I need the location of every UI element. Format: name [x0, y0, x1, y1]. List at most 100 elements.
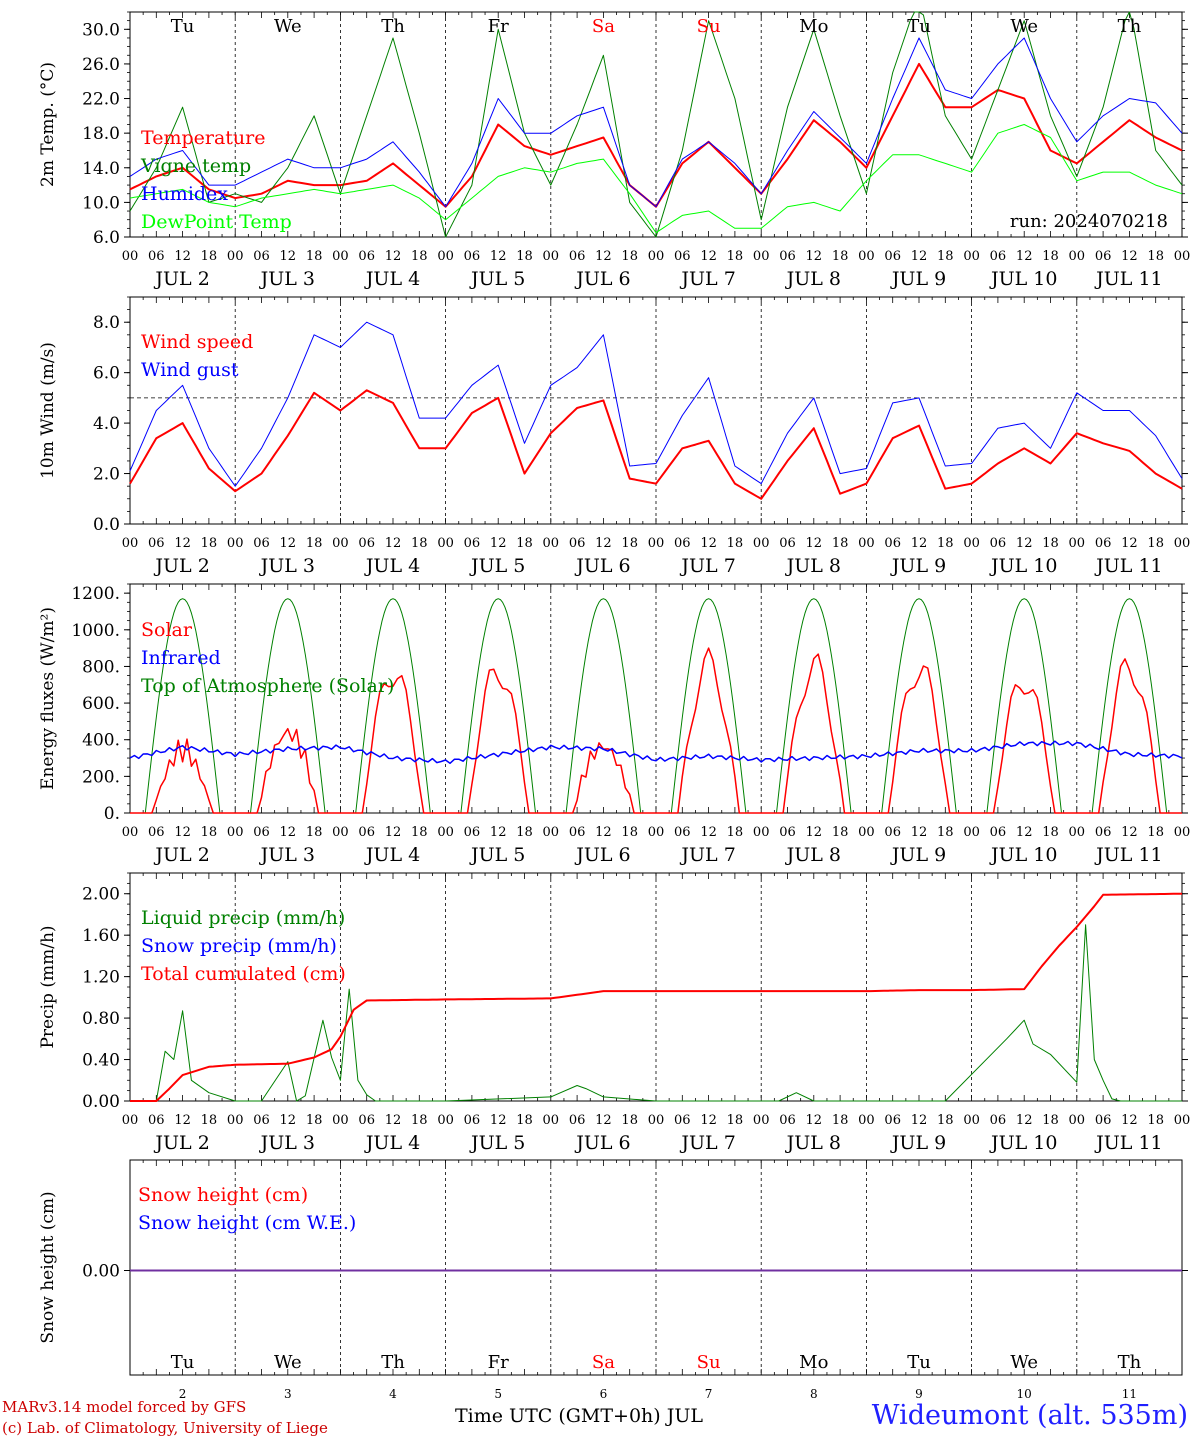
- series-line-wind-speed: [129, 389, 1183, 500]
- hour-tick-label: 18: [1042, 536, 1059, 551]
- hour-tick-label: 18: [201, 825, 218, 840]
- hour-tick-label: 00: [858, 249, 875, 264]
- date-label: JUL 5: [469, 555, 525, 577]
- weekday-label: We: [274, 16, 302, 37]
- hour-tick-label: 18: [937, 1113, 954, 1128]
- hour-tick-label: 18: [832, 536, 849, 551]
- date-label: JUL 7: [679, 844, 735, 866]
- date-label: 9: [915, 1387, 923, 1401]
- legend-entry: Snow height (cm W.E.): [138, 1212, 356, 1234]
- hour-tick-label: 18: [306, 1113, 323, 1128]
- legend-entry: Wind gust: [141, 359, 239, 381]
- hour-tick-label: 00: [437, 825, 454, 840]
- hour-tick-label: 12: [174, 249, 191, 264]
- hour-tick-label: 00: [437, 536, 454, 551]
- date-label: JUL 11: [1094, 268, 1162, 290]
- hour-tick-label: 06: [779, 1113, 796, 1128]
- panel-1: 6.0 10.0 14.0 18.0 22.0 26.0 30.0 2m Temp. (°C)…: [38, 11, 1190, 290]
- hour-tick-label: 12: [1121, 249, 1138, 264]
- date-label: JUL 11: [1094, 844, 1162, 866]
- hour-tick-label: 12: [1121, 1113, 1138, 1128]
- hour-tick-label: 00: [648, 825, 665, 840]
- hour-tick-label: 12: [385, 825, 402, 840]
- hour-tick-label: 00: [332, 536, 349, 551]
- hour-tick-label: 06: [569, 1113, 586, 1128]
- hour-tick-label: 18: [306, 249, 323, 264]
- credit-line-1: MARv3.14 model forced by GFS: [2, 1398, 247, 1416]
- weekday-label: Sa: [592, 16, 615, 37]
- temp-series-group: [129, 11, 1183, 238]
- hour-tick-label: 18: [516, 536, 533, 551]
- date-label: 7: [705, 1387, 713, 1401]
- date-label: JUL 5: [469, 844, 525, 866]
- hour-tick-label: 12: [490, 825, 507, 840]
- hour-tick-label: 12: [700, 536, 717, 551]
- hour-tick-label: 12: [385, 536, 402, 551]
- hour-tick-label: 06: [464, 536, 481, 551]
- legend-entry: Infrared: [141, 647, 221, 669]
- hour-tick-label: 18: [621, 1113, 638, 1128]
- hour-tick-label: 06: [464, 1113, 481, 1128]
- legend-entry: Top of Atmosphere (Solar): [141, 675, 394, 697]
- hour-tick-label: 06: [569, 825, 586, 840]
- date-label: JUL 8: [785, 1132, 841, 1154]
- weekday-label: We: [1010, 1352, 1038, 1373]
- legend-entry: Temperature: [141, 127, 265, 149]
- date-label: 8: [810, 1387, 818, 1401]
- weekday-label: Th: [381, 1352, 405, 1373]
- date-label: JUL 10: [989, 844, 1057, 866]
- hour-tick-label: 00: [1174, 536, 1191, 551]
- series-line-humidex: [129, 37, 1183, 208]
- date-label: 6: [600, 1387, 608, 1401]
- weekday-label: Sa: [592, 1352, 615, 1373]
- hour-tick-label: 06: [779, 249, 796, 264]
- y-tick-label: 4.0: [93, 414, 120, 434]
- legend-entry: Solar: [141, 619, 193, 641]
- hour-tick-label: 00: [1069, 536, 1086, 551]
- hour-tick-label: 12: [595, 536, 612, 551]
- y-tick-label: 800.: [82, 657, 120, 677]
- hour-tick-label: 06: [148, 1113, 165, 1128]
- hour-tick-label: 12: [174, 1113, 191, 1128]
- y-tick-label: 0.0: [93, 515, 120, 535]
- hour-tick-label: 00: [963, 249, 980, 264]
- date-label: JUL 6: [574, 555, 630, 577]
- series-line-infrared: [129, 740, 1183, 765]
- weekday-label: Su: [697, 16, 721, 37]
- y-tick-label: 1.60: [82, 926, 120, 946]
- hour-tick-label: 18: [411, 536, 428, 551]
- hour-tick-label: 18: [1042, 249, 1059, 264]
- y-tick-label: 22.0: [82, 90, 120, 110]
- hour-tick-label: 00: [858, 1113, 875, 1128]
- hour-tick-label: 00: [227, 825, 244, 840]
- credit-line-2: (c) Lab. of Climatology, University of L…: [2, 1419, 328, 1437]
- hour-tick-label: 00: [437, 249, 454, 264]
- hour-tick-label: 12: [806, 249, 823, 264]
- y-tick-label: 200.: [82, 767, 120, 787]
- hour-tick-label: 06: [253, 1113, 270, 1128]
- hour-tick-label: 00: [963, 825, 980, 840]
- date-label: JUL 2: [153, 1132, 209, 1154]
- legend-entry: Wind speed: [141, 331, 253, 353]
- series-line-wind-gust: [129, 321, 1183, 487]
- hour-tick-label: 00: [227, 1113, 244, 1128]
- hour-tick-label: 00: [858, 536, 875, 551]
- legend-entry: Humidex: [141, 183, 228, 205]
- hour-tick-label: 18: [411, 249, 428, 264]
- panel-5: 0.00 Snow height (cm) Tu 2 We 3 Th 4 Fr 5 Sa 6 Su 7 Mo…: [38, 1159, 1188, 1401]
- hour-tick-label: 18: [201, 1113, 218, 1128]
- date-label: 10: [1017, 1387, 1032, 1401]
- weekday-label: Mo: [799, 1352, 828, 1373]
- hour-tick-label: 00: [648, 249, 665, 264]
- date-label: JUL 4: [364, 844, 420, 866]
- hour-tick-label: 18: [937, 249, 954, 264]
- y-axis-label: 10m Wind (m/s): [38, 342, 58, 479]
- date-label: 2: [179, 1387, 187, 1401]
- hour-tick-label: 06: [253, 536, 270, 551]
- hour-tick-label: 00: [122, 536, 139, 551]
- hour-tick-label: 12: [911, 825, 928, 840]
- hour-tick-label: 18: [1147, 825, 1164, 840]
- hour-tick-label: 06: [884, 825, 901, 840]
- hour-tick-label: 18: [727, 536, 744, 551]
- hour-tick-label: 06: [674, 249, 691, 264]
